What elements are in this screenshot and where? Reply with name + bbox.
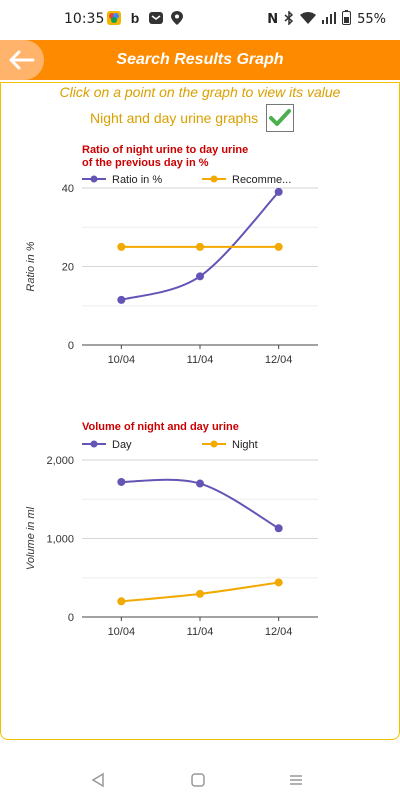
data-point[interactable]	[117, 477, 126, 486]
home-square-icon	[191, 773, 205, 787]
x-tick-label: 12/04	[265, 354, 293, 366]
legend-marker	[90, 440, 98, 448]
app-header: Search Results Graph	[0, 40, 400, 80]
battery-icon	[342, 10, 352, 29]
volume-chart-svg[interactable]: Volume of night and day urine Day Night 0 1,…	[0, 415, 400, 650]
chart-title-line: Ratio of night urine to day urine	[82, 144, 248, 156]
x-tick-label: 10/04	[108, 626, 136, 638]
y-tick-label: 0	[68, 340, 74, 352]
x-tick-label: 11/04	[187, 354, 214, 366]
status-notification-icons: b	[106, 10, 185, 26]
volume-chart[interactable]: Volume of night and day urine Day Night 0 1,…	[0, 415, 400, 650]
data-point[interactable]	[196, 272, 204, 281]
signal-icon	[322, 11, 337, 28]
nav-home-button[interactable]	[186, 768, 210, 792]
y-tick-label: 2,000	[46, 455, 74, 467]
page-title: Search Results Graph	[116, 51, 284, 68]
y-axis-label: Volume in ml	[25, 506, 37, 570]
chart-title-line: of the previous day in %	[82, 157, 209, 169]
x-tick-label: 10/04	[108, 354, 136, 366]
legend-label: Day	[112, 439, 132, 451]
nfc-icon: N	[267, 12, 279, 27]
y-axis-label: Ratio in %	[25, 241, 37, 291]
y-tick-label: 0	[68, 612, 74, 624]
legend-marker	[90, 175, 98, 183]
legend-label: Night	[232, 439, 258, 451]
data-point[interactable]	[274, 524, 283, 533]
data-point[interactable]	[117, 295, 126, 304]
nav-recents-button[interactable]	[284, 768, 308, 792]
photos-icon	[106, 10, 122, 26]
y-tick-label: 40	[62, 183, 74, 195]
status-system-icons: N 55%	[267, 9, 386, 29]
data-point[interactable]	[274, 242, 283, 251]
y-tick-label: 1,000	[46, 534, 74, 546]
legend-label: Ratio in %	[112, 174, 162, 186]
chart-title-line: Volume of night and day urine	[82, 421, 239, 433]
data-point[interactable]	[196, 589, 204, 598]
legend-marker	[210, 440, 218, 448]
status-time: 10:35	[64, 11, 105, 27]
hint-text: Click on a point on the graph to view it…	[59, 84, 341, 100]
bluetooth-icon	[284, 9, 294, 29]
graph-toggle-row: Night and day urine graphs	[90, 104, 295, 132]
data-point[interactable]	[117, 597, 126, 606]
ratio-chart[interactable]: Ratio of night urine to day urine of the …	[0, 140, 400, 380]
location-icon	[169, 10, 185, 26]
data-point[interactable]	[274, 578, 283, 587]
graph-toggle-checkbox[interactable]	[266, 104, 295, 132]
y-tick-label: 20	[62, 262, 74, 274]
status-bar: 10:35 b N 55%	[0, 0, 400, 40]
graph-toggle-label: Night and day urine graphs	[90, 110, 259, 126]
x-tick-label: 11/04	[187, 626, 214, 638]
legend-label: Recomme...	[232, 174, 291, 186]
battery-percent: 55%	[357, 12, 386, 27]
x-tick-label: 12/04	[265, 626, 293, 638]
recents-lines-icon	[290, 775, 302, 785]
back-button[interactable]	[0, 40, 44, 80]
data-point[interactable]	[196, 479, 204, 488]
data-point[interactable]	[117, 242, 126, 251]
system-nav-bar	[0, 760, 400, 800]
data-point[interactable]	[274, 187, 283, 196]
legend-marker	[210, 175, 218, 183]
nav-back-button[interactable]	[86, 768, 110, 792]
mail-icon	[148, 10, 164, 26]
arrow-left-icon	[9, 50, 35, 70]
bing-icon: b	[130, 10, 140, 26]
checkmark-icon	[269, 109, 292, 126]
wifi-icon	[300, 11, 317, 28]
data-point[interactable]	[196, 242, 204, 251]
back-triangle-icon	[91, 772, 104, 788]
